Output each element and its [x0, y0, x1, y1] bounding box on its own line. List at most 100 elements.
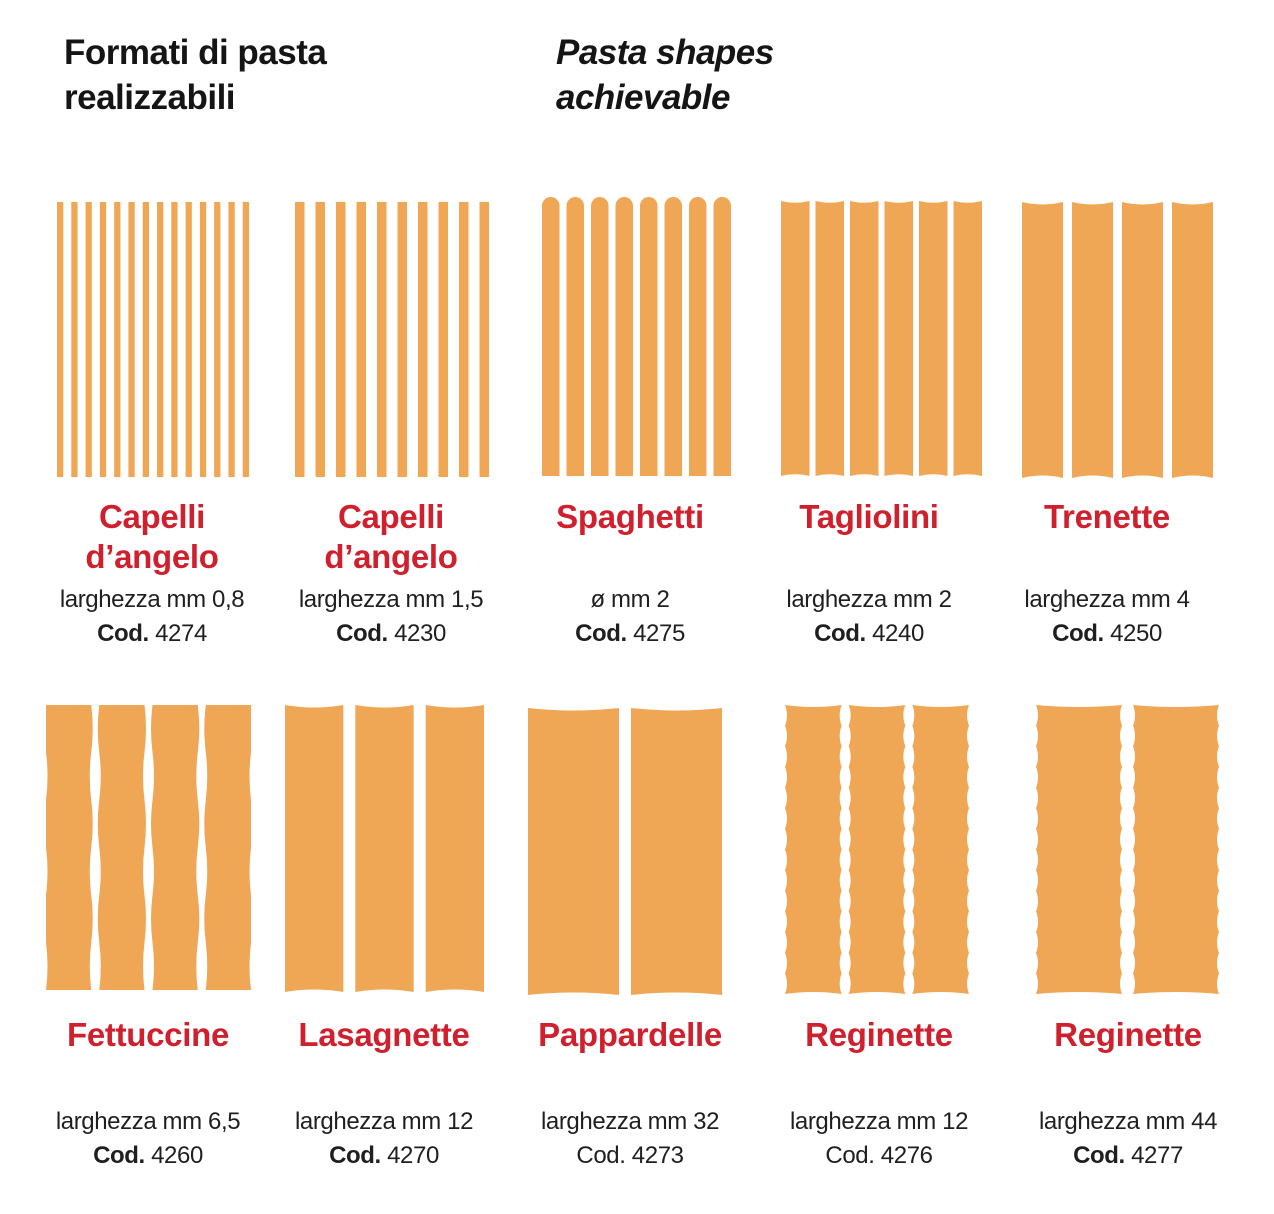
shape-name-line: Reginette [1054, 1016, 1202, 1053]
pasta-strand [425, 705, 484, 992]
code-label: Cod. [576, 1142, 626, 1169]
pasta-strand [781, 201, 810, 476]
code-label: Cod. [97, 620, 149, 647]
pasta-strand [377, 202, 387, 477]
pasta-strand [1172, 202, 1213, 478]
code-value: 4260 [151, 1142, 203, 1169]
pasta-strand [542, 197, 560, 476]
shape-name-capelli-1-5: Capelli d’angelo [271, 497, 511, 577]
pasta-strand [953, 201, 982, 476]
code-value: 4275 [633, 620, 685, 647]
shape-name-line: Fettuccine [66, 1016, 230, 1053]
pasta-strand [528, 708, 619, 995]
code-value: 4250 [1110, 620, 1162, 647]
product-code: Cod. 4260 [8, 1139, 288, 1173]
code-label: Cod. [329, 1142, 381, 1169]
pasta-strand [228, 202, 235, 477]
spec-capelli-1-5: larghezza mm 1,5 Cod. 4230 [261, 583, 521, 651]
code-value: 4274 [155, 620, 207, 647]
pappardelle-illustration [528, 708, 722, 995]
title-english: Pasta shapes achievable [556, 30, 774, 120]
lasagnette-illustration [285, 705, 484, 992]
tagliolini-illustration [781, 201, 982, 476]
spec-spaghetti: ø mm 2 Cod. 4275 [500, 583, 760, 651]
reginette-44-illustration [1036, 705, 1219, 994]
pasta-strand [785, 705, 842, 994]
pasta-strand [285, 705, 344, 992]
pasta-strand [850, 201, 879, 476]
shape-name-fettuccine: Fettuccine [18, 1015, 278, 1055]
product-code: Cod. 4275 [500, 617, 760, 651]
product-code: Cod. 4274 [22, 617, 282, 651]
code-value: 4270 [387, 1142, 439, 1169]
capelli-0-8-illustration [57, 202, 249, 477]
pasta-strand [848, 705, 906, 994]
product-code: Cod. 4240 [739, 617, 999, 651]
pasta-strand [1022, 202, 1063, 478]
code-label: Cod. [825, 1142, 875, 1169]
product-code: Cod. 4250 [977, 617, 1237, 651]
capelli-1-5-illustration [295, 202, 489, 477]
product-code: Cod. 4277 [988, 1139, 1268, 1173]
pasta-strand [1122, 202, 1163, 478]
pasta-strand [1072, 202, 1113, 478]
code-value: 4230 [394, 620, 446, 647]
shape-name-line: Lasagnette [298, 1016, 470, 1053]
code-value: 4273 [631, 1142, 684, 1169]
shape-name-capelli-0-8: Capelli d’angelo [32, 497, 272, 577]
width-spec: larghezza mm 12 [294, 1108, 474, 1135]
pasta-strand [46, 705, 93, 990]
pasta-strand [85, 202, 92, 477]
code-label: Cod. [1052, 620, 1104, 647]
width-spec: larghezza mm 0,8 [59, 586, 245, 613]
spec-trenette: larghezza mm 4 Cod. 4250 [977, 583, 1237, 651]
pasta-strand [591, 197, 609, 476]
pasta-strand [355, 705, 414, 992]
pasta-strand [912, 705, 969, 994]
shape-name-line: Capelli [98, 498, 206, 535]
shape-name-trenette: Trenette [987, 497, 1227, 537]
width-spec: larghezza mm 32 [540, 1108, 720, 1135]
pasta-strand [142, 202, 149, 477]
title-english-line-1: Pasta shapes [556, 33, 774, 72]
pasta-strand [566, 197, 584, 476]
pasta-strand [97, 705, 146, 990]
product-code: Cod. 4273 [490, 1139, 770, 1173]
pasta-strand [157, 202, 164, 477]
reginette-12-illustration [785, 705, 969, 994]
width-spec: larghezza mm 6,5 [55, 1108, 241, 1135]
pasta-strand [356, 202, 366, 477]
pasta-strand [151, 705, 200, 990]
pasta-strand [397, 202, 407, 477]
shape-name-tagliolini: Tagliolini [749, 497, 989, 537]
spaghetti-illustration [542, 197, 731, 476]
pasta-strand [114, 202, 121, 477]
pasta-strand [815, 201, 844, 476]
pasta-strand [1133, 705, 1219, 994]
code-label: Cod. [575, 620, 627, 647]
code-label: Cod. [336, 620, 388, 647]
pasta-strand [199, 202, 207, 477]
title-italian: Formati di pasta realizzabili [64, 30, 327, 120]
diameter-spec: ø mm 2 [590, 586, 670, 613]
spec-pappardelle: larghezza mm 32 Cod. 4273 [490, 1105, 770, 1173]
pasta-strand [99, 202, 107, 477]
shape-name-line: d’angelo [85, 538, 219, 575]
pasta-strand [631, 708, 722, 995]
spec-fettuccine: larghezza mm 6,5 Cod. 4260 [8, 1105, 288, 1173]
title-italian-line-1: Formati di pasta [64, 33, 327, 72]
title-english-line-2: achievable [556, 78, 730, 117]
trenette-illustration [1022, 202, 1213, 478]
spec-reginette-44: larghezza mm 44 Cod. 4277 [988, 1105, 1268, 1173]
pasta-strand [1036, 705, 1122, 994]
shape-name-line: Reginette [805, 1016, 953, 1053]
pasta-strand [664, 197, 682, 476]
pasta-strand [713, 197, 731, 476]
code-value: 4276 [880, 1142, 933, 1169]
product-code: Cod. 4276 [739, 1139, 1019, 1173]
code-value: 4240 [872, 620, 924, 647]
shape-name-reginette-44: Reginette [998, 1015, 1258, 1055]
width-spec: larghezza mm 44 [1038, 1108, 1218, 1135]
product-code: Cod. 4230 [261, 617, 521, 651]
pasta-strand [615, 197, 633, 476]
